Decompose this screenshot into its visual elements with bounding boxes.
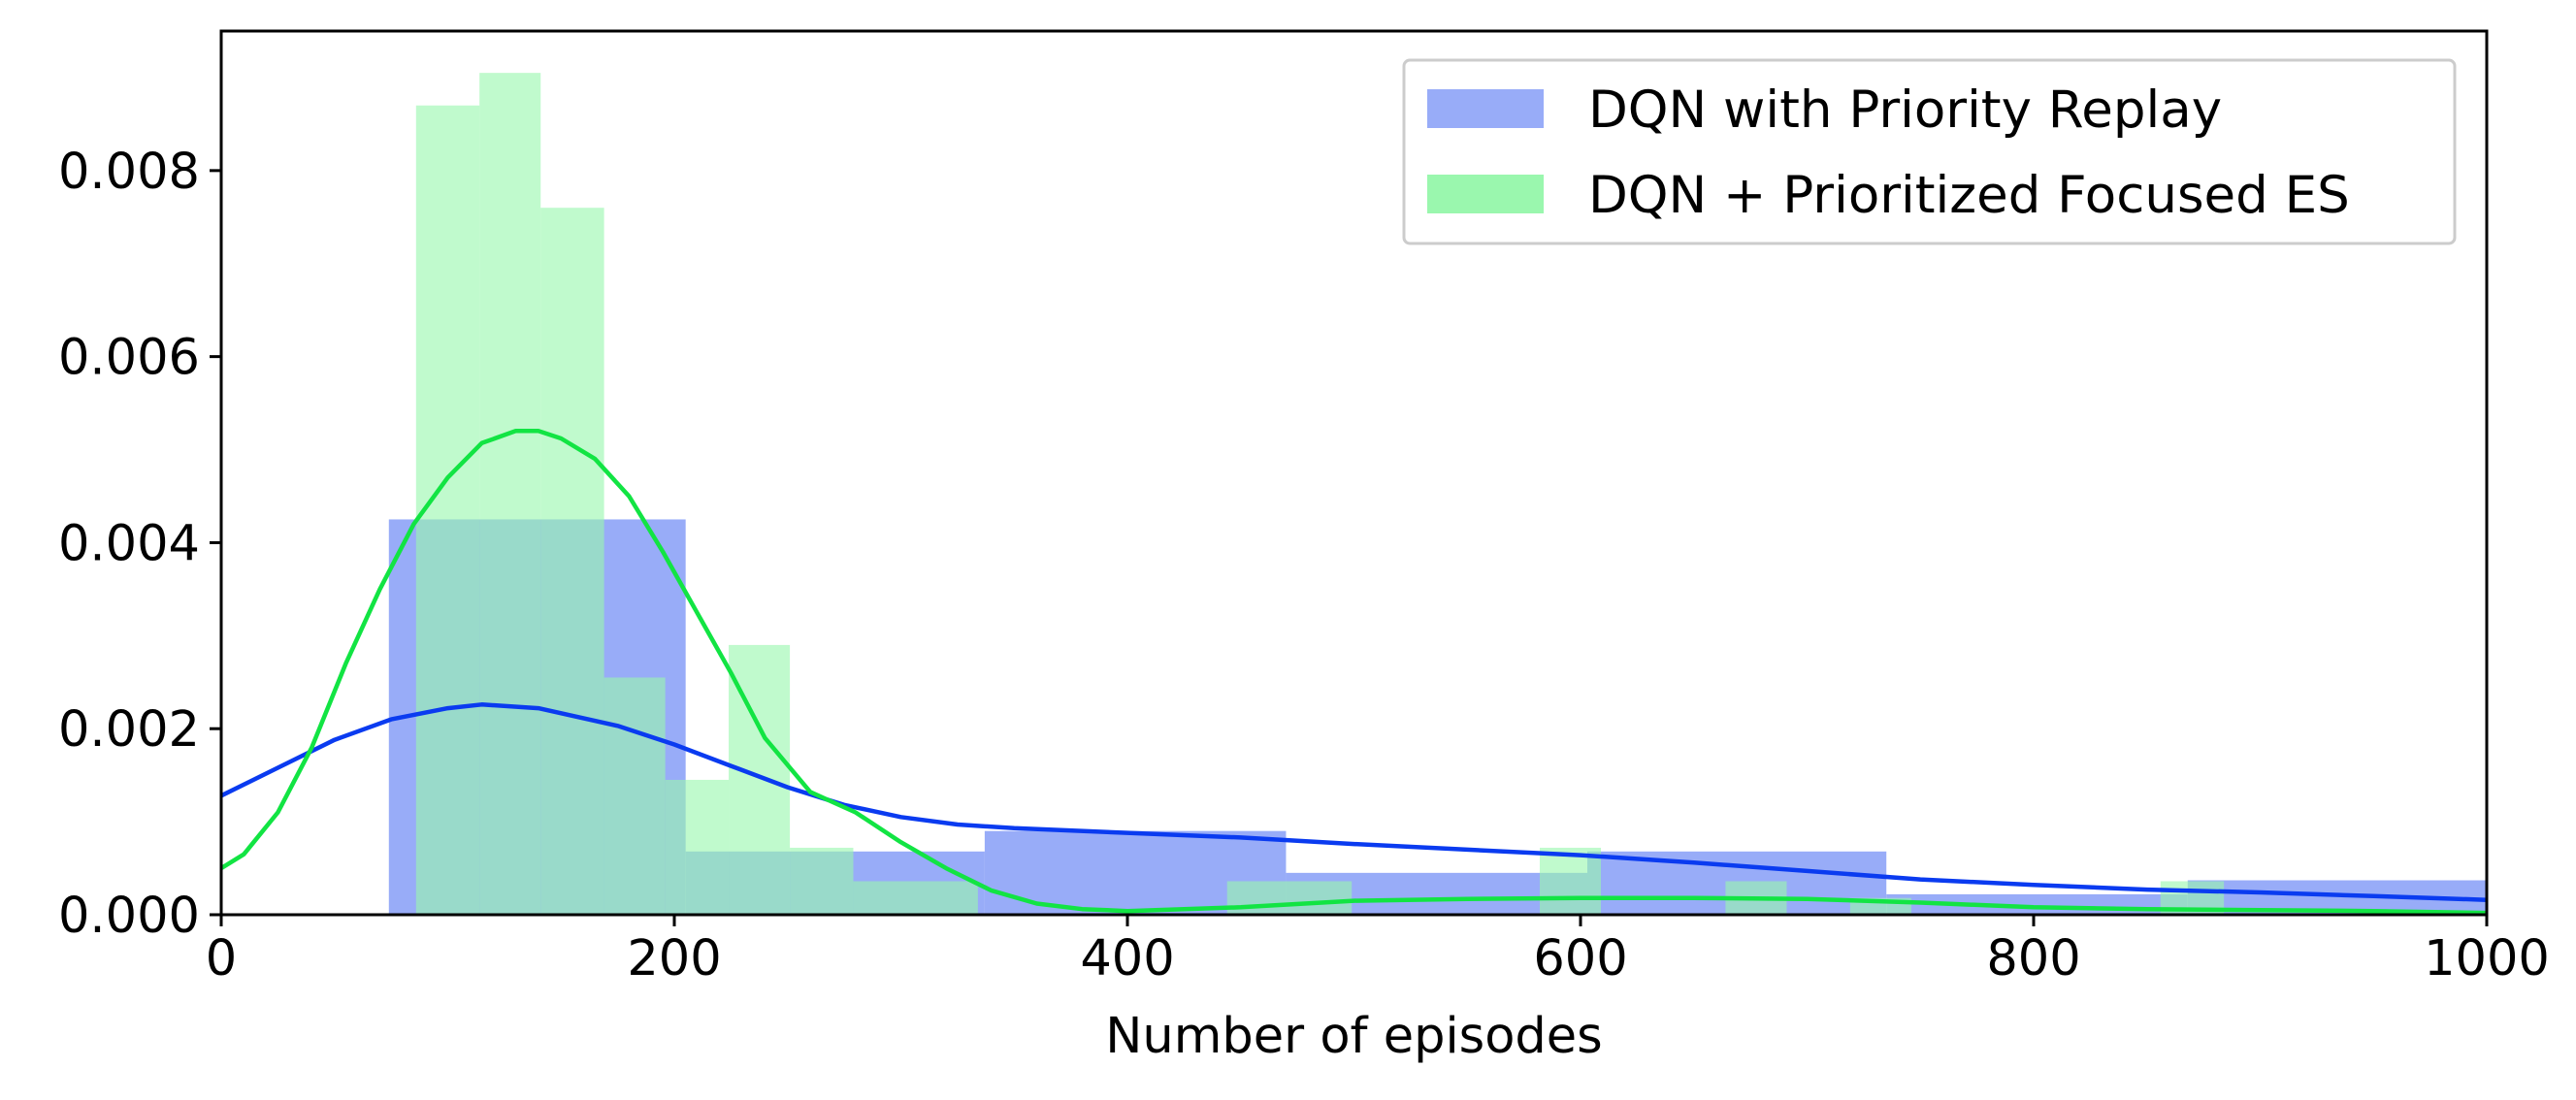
x-tick-label: 400 bbox=[1080, 930, 1174, 987]
density-curves bbox=[219, 429, 2488, 916]
histogram-bar bbox=[1226, 881, 1353, 915]
x-tick-label: 1000 bbox=[2424, 930, 2550, 987]
y-tick-label: 0.006 bbox=[58, 330, 200, 387]
x-axis-label: Number of episodes bbox=[1105, 1008, 1602, 1065]
legend: DQN with Priority Replay DQN + Prioritize… bbox=[1402, 58, 2457, 245]
y-axis-ticks: 0.000 0.002 0.004 0.006 0.008 bbox=[58, 144, 221, 945]
y-tick-label: 0.000 bbox=[58, 888, 200, 945]
x-tick-label: 800 bbox=[1986, 930, 2080, 987]
x-axis-ticks: 0 200 400 600 800 1000 bbox=[206, 915, 2550, 987]
legend-label: DQN + Prioritized Focused ES bbox=[1588, 166, 2350, 225]
y-tick-label: 0.008 bbox=[58, 144, 200, 201]
series-0-density-line bbox=[220, 702, 2488, 902]
series-1-density-line bbox=[219, 429, 2488, 916]
x-tick-label: 600 bbox=[1533, 930, 1627, 987]
y-tick-label: 0.002 bbox=[58, 701, 200, 759]
legend-box bbox=[1402, 58, 2457, 245]
histogram-bar bbox=[603, 677, 666, 915]
histogram-bar bbox=[665, 779, 730, 915]
histogram-bar bbox=[1539, 847, 1602, 915]
plot-frame bbox=[219, 29, 2489, 917]
x-tick-label: 200 bbox=[627, 930, 721, 987]
histogram-bar bbox=[853, 881, 978, 915]
histogram-bar bbox=[790, 847, 854, 915]
y-tick-label: 0.004 bbox=[58, 515, 200, 572]
x-tick-label: 0 bbox=[206, 930, 237, 987]
histogram-bar bbox=[540, 208, 604, 915]
histogram-bar bbox=[479, 73, 541, 915]
legend-swatch bbox=[1427, 89, 1544, 128]
legend-label: DQN with Priority Replay bbox=[1588, 81, 2222, 140]
legend-swatch bbox=[1427, 175, 1544, 213]
